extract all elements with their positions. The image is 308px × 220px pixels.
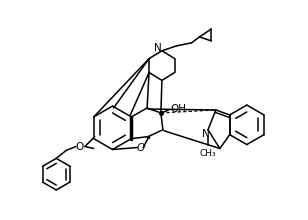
Text: O: O bbox=[136, 143, 144, 152]
Text: CH₃: CH₃ bbox=[200, 150, 216, 158]
Text: OH: OH bbox=[171, 104, 187, 114]
Text: O: O bbox=[76, 141, 84, 152]
Text: N: N bbox=[202, 129, 210, 139]
Text: N: N bbox=[154, 43, 162, 53]
